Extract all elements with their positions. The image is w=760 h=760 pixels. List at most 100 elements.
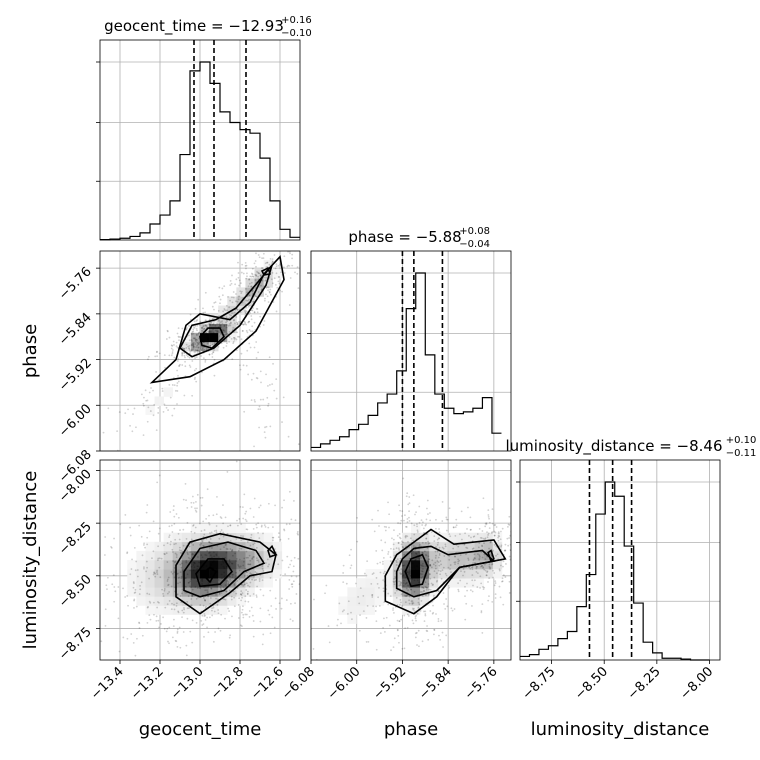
sample-point (201, 583, 204, 585)
sample-point (167, 584, 169, 587)
sample-point (124, 412, 127, 415)
sample-point (162, 592, 165, 595)
sample-point (213, 358, 216, 361)
sample-point (229, 524, 232, 526)
sample-point (146, 504, 149, 506)
contour-line (395, 545, 496, 598)
density-cell (411, 532, 421, 543)
sample-point (265, 241, 267, 243)
sample-point (267, 286, 270, 289)
density-cell (236, 287, 246, 297)
sample-point (416, 579, 419, 582)
sample-point (373, 530, 376, 533)
sample-point (160, 557, 163, 560)
sample-point (481, 556, 484, 559)
sample-point (174, 552, 177, 555)
sample-point (267, 502, 270, 505)
sample-point (229, 448, 231, 450)
sample-point (417, 571, 420, 574)
sample-point (236, 331, 239, 334)
density-cell (263, 578, 274, 588)
sample-point (204, 618, 207, 621)
sample-point (240, 539, 243, 541)
sample-point (422, 521, 424, 524)
sample-point (425, 588, 428, 591)
sample-point (176, 593, 179, 596)
density-cell (411, 578, 421, 588)
x-tick-label: −6.00 (325, 664, 364, 703)
sample-point (489, 567, 491, 570)
sample-point (508, 555, 511, 558)
sample-point (179, 595, 182, 597)
sample-point (399, 584, 402, 587)
sample-point (129, 424, 131, 427)
sample-point (463, 543, 466, 546)
sample-point (411, 602, 414, 604)
sample-point (153, 403, 156, 406)
sample-point (146, 543, 149, 546)
sample-point (206, 589, 208, 592)
density-cell (474, 578, 485, 588)
sample-point (397, 542, 400, 545)
sample-point (209, 330, 212, 333)
sample-point (171, 352, 174, 355)
sample-point (166, 561, 169, 563)
sample-point (237, 564, 240, 566)
sample-point (222, 561, 225, 564)
sample-point (198, 342, 201, 344)
sample-point (250, 536, 252, 539)
sample-point (209, 331, 212, 334)
sample-point (384, 529, 387, 532)
sample-point (358, 602, 361, 605)
x-axis-label-geocent_time: geocent_time (139, 719, 262, 740)
sample-point (399, 582, 402, 585)
sample-point (315, 553, 317, 555)
sample-point (401, 647, 404, 650)
sample-point (288, 578, 291, 581)
sample-point (459, 554, 462, 556)
sample-point (255, 341, 258, 343)
sample-point (405, 534, 407, 537)
sample-point (487, 514, 490, 516)
sample-point (249, 285, 252, 288)
sample-point (490, 532, 493, 534)
sample-point (472, 584, 474, 587)
sample-point (313, 598, 315, 601)
sample-point (497, 531, 500, 534)
sample-point (152, 414, 155, 417)
sample-point (271, 262, 273, 265)
sample-point (488, 521, 491, 524)
sample-point (457, 545, 460, 548)
sample-point (362, 595, 365, 597)
sample-point (239, 282, 242, 285)
sample-point (219, 333, 222, 336)
sample-point (252, 516, 255, 518)
sample-point (446, 518, 449, 521)
sample-point (264, 525, 267, 528)
sample-point (228, 316, 231, 319)
sample-point (204, 589, 207, 592)
sample-point (421, 573, 423, 576)
sample-point (441, 501, 444, 503)
sample-point (215, 529, 218, 532)
sample-point (251, 325, 254, 328)
sample-point (208, 331, 211, 333)
density-cell (163, 605, 174, 615)
sample-point (166, 627, 169, 630)
sample-point (257, 560, 260, 563)
sample-point (226, 471, 229, 473)
sample-point (227, 583, 230, 585)
sample-point (194, 351, 197, 353)
sample-point (292, 570, 295, 573)
sample-point (231, 548, 234, 551)
sample-point (440, 563, 442, 566)
sample-point (423, 550, 426, 553)
sample-point (428, 588, 430, 591)
sample-point (238, 295, 241, 298)
sample-point (438, 634, 440, 637)
sample-point (274, 504, 276, 507)
sample-point (268, 246, 270, 248)
sample-point (296, 272, 299, 275)
sample-point (225, 551, 228, 554)
